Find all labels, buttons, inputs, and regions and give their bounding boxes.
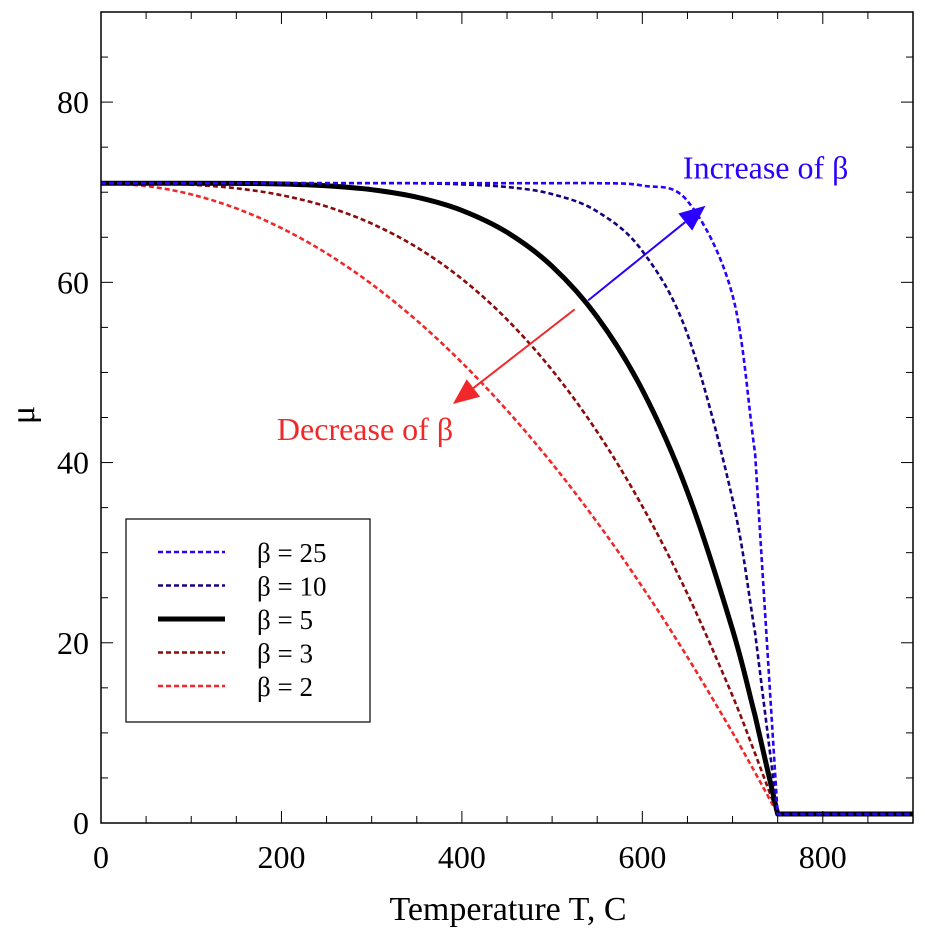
annotation-arrow-line — [587, 221, 686, 302]
annotations-layer: Increase of β Decrease of β — [277, 150, 849, 447]
x-tick-label: 600 — [618, 839, 666, 875]
legend-label: β = 5 — [257, 605, 313, 635]
x-tick-label: 400 — [438, 839, 486, 875]
annotation-arrow-head — [678, 205, 706, 231]
series-line-25 — [100, 181, 913, 816]
x-axis-title: Temperature T, C — [389, 891, 626, 928]
x-tick-label: 0 — [93, 839, 109, 875]
y-axis-title: μ — [5, 406, 42, 424]
annotation-arrow-head — [452, 379, 481, 404]
series-line-10 — [100, 181, 913, 816]
legend-label: β = 10 — [257, 572, 326, 602]
annotation-arrow-line — [472, 308, 576, 389]
series-line-2 — [100, 181, 913, 816]
legend: β = 25 β = 10β = 5 β = 3β = 2 — [125, 518, 371, 723]
y-tick-label: 60 — [57, 264, 89, 300]
annotation-decrease-text: Decrease of β — [277, 411, 453, 447]
x-tick-label: 200 — [257, 839, 305, 875]
x-tick-label: 800 — [799, 839, 847, 875]
series-line-3 — [100, 181, 913, 816]
legend-label: β = 25 — [257, 538, 326, 568]
tick-labels-layer: 0 200 400 600 800 0 20 40 60 80 — [57, 84, 847, 875]
legend-label: β = 3 — [257, 639, 313, 669]
y-tick-label: 0 — [73, 805, 89, 841]
annotation-increase-text: Increase of β — [683, 150, 849, 186]
curves-layer — [100, 180, 913, 817]
y-tick-label: 20 — [57, 625, 89, 661]
ticks-layer — [100, 11, 914, 824]
legend-label: β = 2 — [257, 672, 313, 702]
y-tick-label: 40 — [57, 445, 89, 481]
y-tick-label: 80 — [57, 84, 89, 120]
